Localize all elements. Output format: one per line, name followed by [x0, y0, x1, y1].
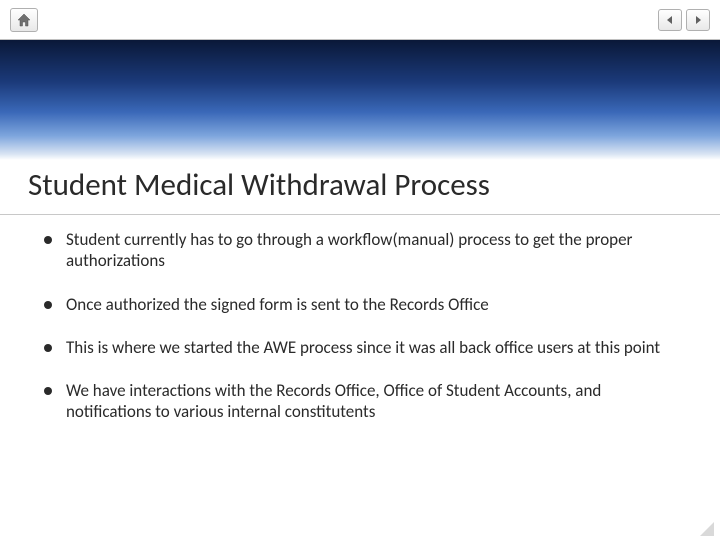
next-icon	[693, 15, 703, 25]
slide: Student Medical Withdrawal Process Stude…	[0, 40, 720, 540]
slide-title: Student Medical Withdrawal Process	[0, 160, 720, 215]
list-item: This is where we started the AWE process…	[44, 337, 676, 358]
home-button[interactable]	[10, 8, 38, 32]
page-corner-icon	[700, 522, 714, 536]
list-item: Once authorized the signed form is sent …	[44, 294, 676, 315]
toolbar-left	[10, 8, 38, 32]
list-item: Student currently has to go through a wo…	[44, 229, 676, 272]
slide-banner	[0, 40, 720, 160]
home-icon	[16, 13, 32, 27]
bullet-list: Student currently has to go through a wo…	[0, 215, 720, 423]
toolbar-right	[658, 9, 710, 31]
toolbar	[0, 0, 720, 40]
prev-button[interactable]	[658, 9, 682, 31]
prev-icon	[665, 15, 675, 25]
list-item: We have interactions with the Records Of…	[44, 380, 676, 423]
next-button[interactable]	[686, 9, 710, 31]
